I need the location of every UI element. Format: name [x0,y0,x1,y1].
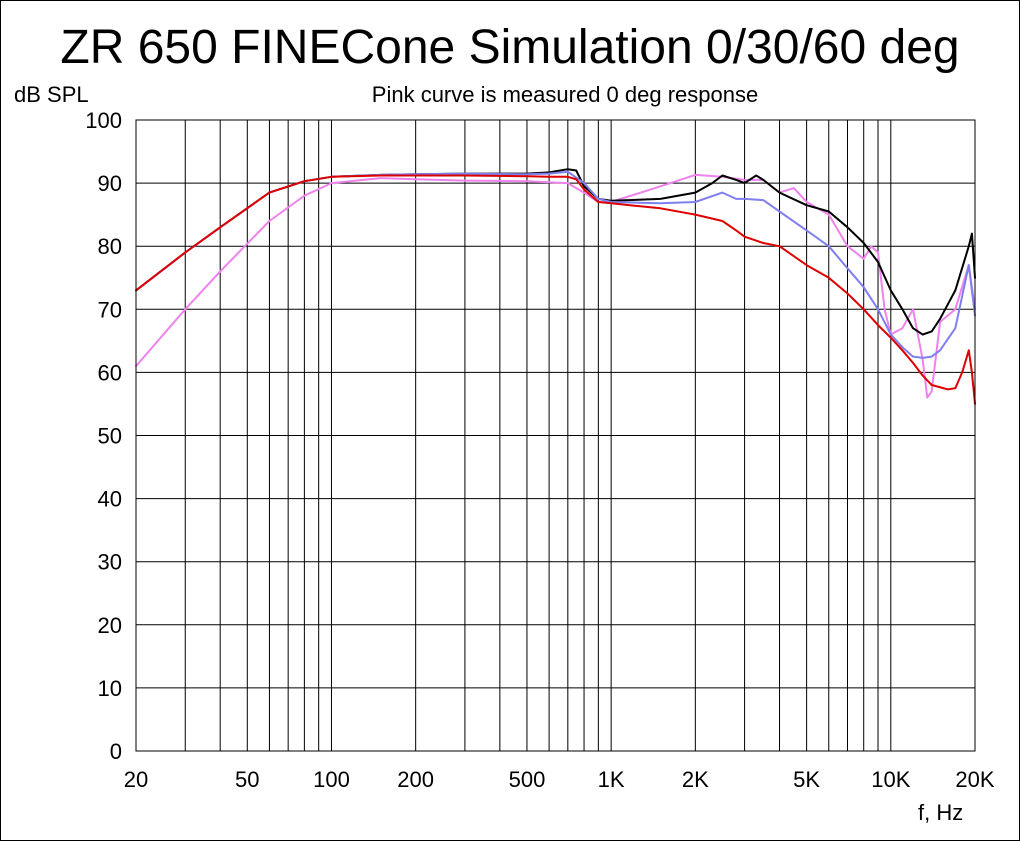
x-axis-label: f, Hz [918,800,964,825]
x-tick-label: 5K [793,767,820,792]
x-tick-label: 2K [682,767,709,792]
y-tick-labels: 0 10 20 30 40 50 60 70 80 90 100 [85,108,122,764]
x-tick-label: 200 [397,767,434,792]
y-tick-label: 90 [98,171,122,196]
x-tick-label: 10K [871,767,910,792]
y-tick-label: 20 [98,613,122,638]
response-curves [135,168,976,405]
x-tick-label: 50 [235,767,259,792]
series-line [135,173,976,399]
y-axis-label: dB SPL [14,82,89,107]
y-tick-label: 40 [98,487,122,512]
x-tick-label: 1K [598,767,625,792]
y-tick-label: 10 [98,676,122,701]
y-tick-label: 50 [98,424,122,449]
y-tick-label: 80 [98,234,122,259]
y-tick-label: 60 [98,360,122,385]
x-tick-label: 20K [955,767,994,792]
series-line [135,170,976,359]
series-line [135,174,976,405]
y-tick-label: 100 [85,108,122,133]
grid-lines [135,119,976,752]
y-tick-label: 70 [98,297,122,322]
plot-area-border [135,119,976,752]
x-tick-label: 100 [313,767,350,792]
x-tick-labels: 20 50 100 200 500 1K 2K 5K 10K 20K [124,767,995,792]
chart-title: ZR 650 FINECone Simulation 0/30/60 deg [60,21,960,74]
y-tick-label: 0 [110,739,122,764]
y-tick-label: 30 [98,550,122,575]
chart-subtitle: Pink curve is measured 0 deg response [371,82,759,107]
x-tick-label: 500 [509,767,546,792]
x-tick-label: 20 [124,767,148,792]
